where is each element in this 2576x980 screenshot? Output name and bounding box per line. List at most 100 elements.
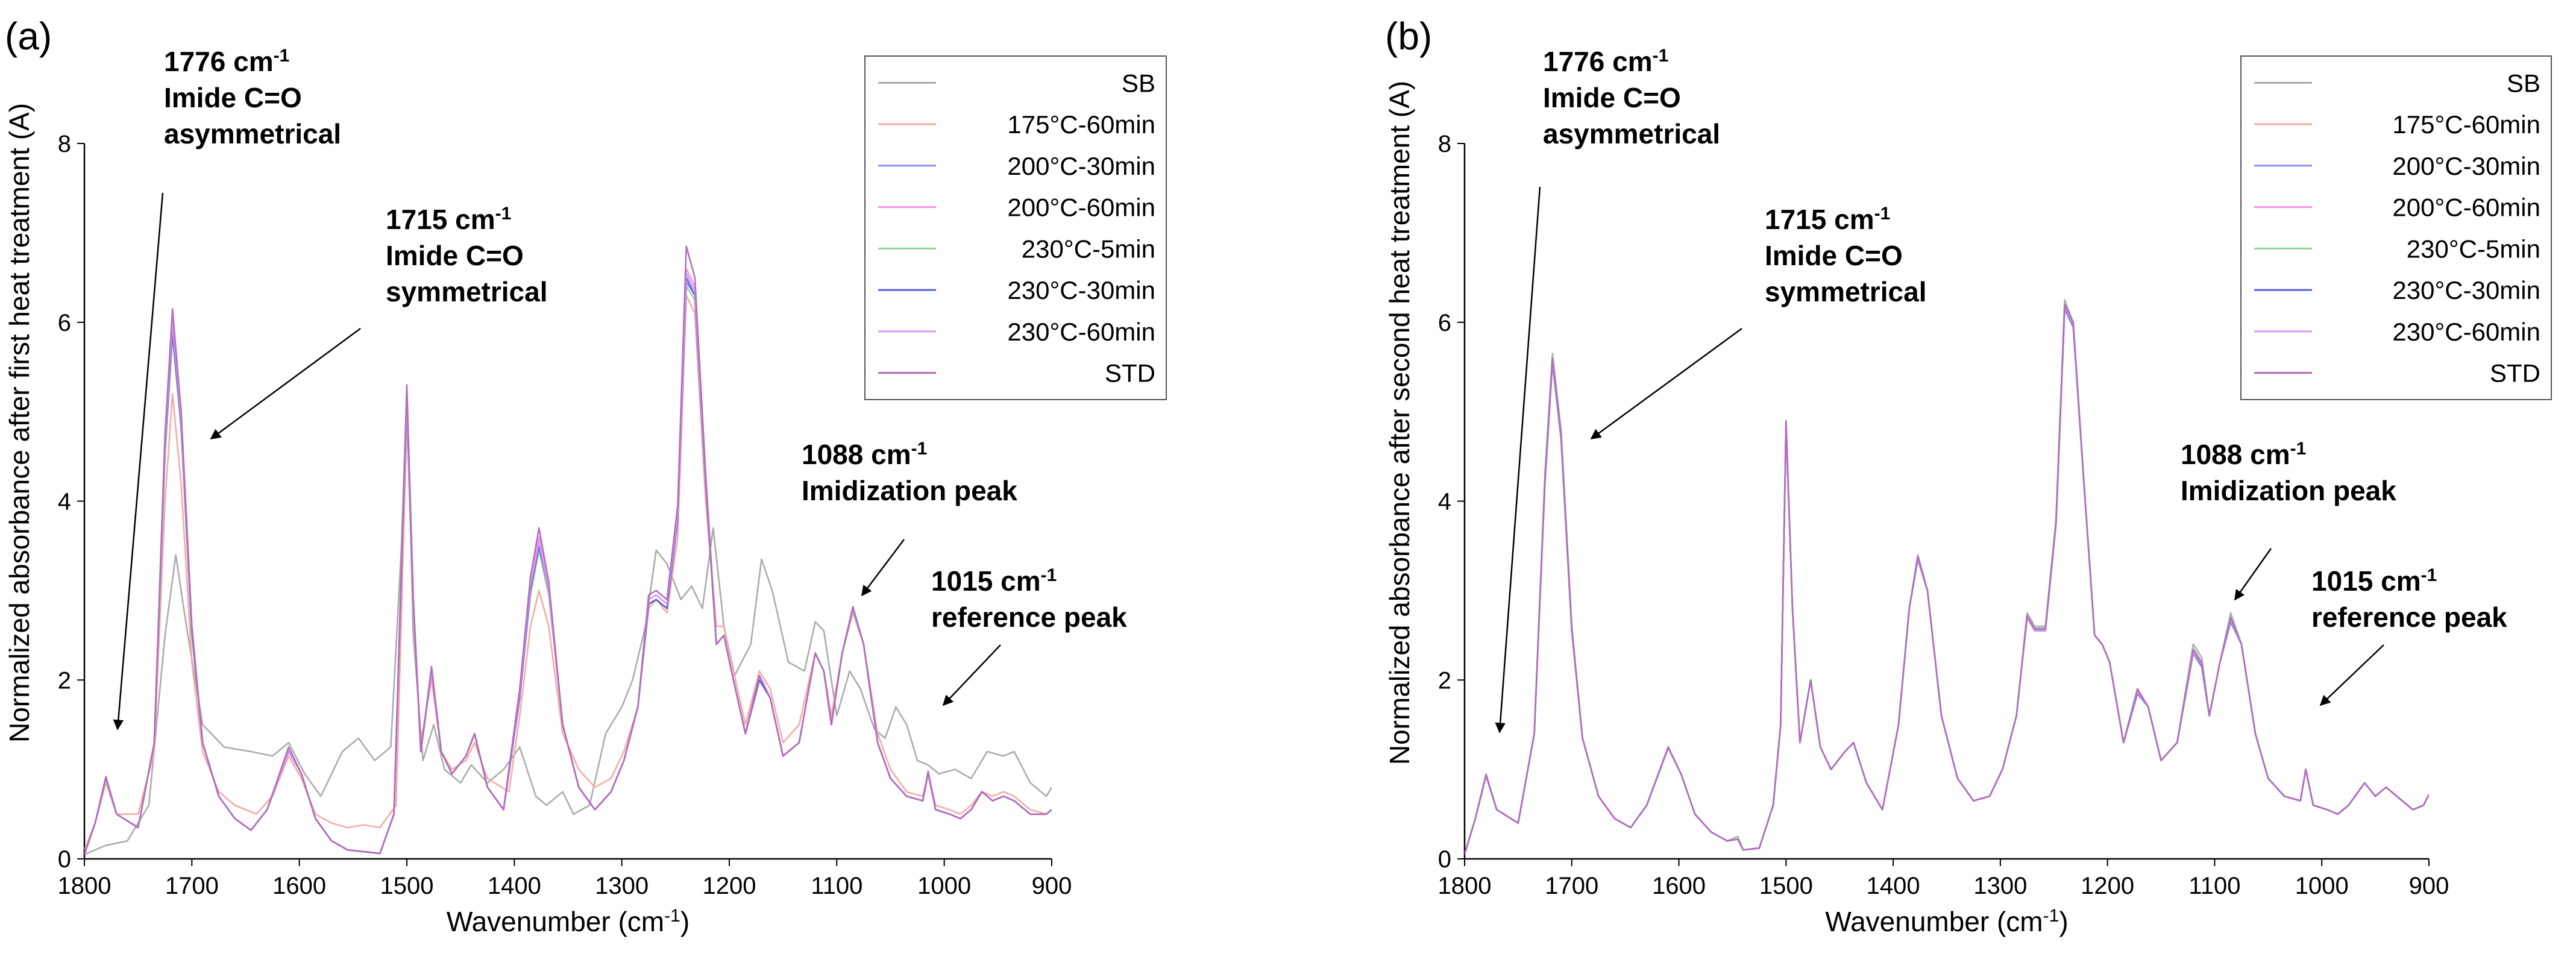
- annotation-text: 1715 cm-1 Imide C=O symmetrical: [1765, 204, 1927, 308]
- annotation-arrow: [861, 539, 905, 597]
- y-tick-label: 0: [58, 846, 71, 873]
- x-tick-label: 1000: [2295, 873, 2349, 899]
- y-tick-label: 0: [1438, 846, 1451, 873]
- annotation-text-line: reference peak: [931, 602, 1127, 633]
- y-tick-label: 6: [58, 310, 71, 336]
- y-axis-label: Normalized absorbance after second heat …: [1384, 81, 1415, 765]
- annotation-text-line: 1715 cm-1: [386, 204, 511, 236]
- superscript: -1: [1041, 565, 1057, 585]
- legend-entry: 230°C-60min: [2392, 318, 2540, 346]
- y-tick-label: 2: [58, 667, 71, 694]
- series-group: [1465, 299, 2429, 855]
- annotation-arrow: [1590, 327, 1742, 440]
- x-tick-label: 1500: [380, 873, 434, 899]
- superscript: -1: [664, 906, 680, 926]
- annotation-text-line: Imide C=O: [1765, 240, 1903, 271]
- superscript: -1: [911, 439, 928, 459]
- annotation-text: 1776 cm-1 Imide C=O asymmetrical: [164, 46, 341, 150]
- annotation-text-line: symmetrical: [1765, 276, 1927, 307]
- annotation: 1776 cm-1 Imide C=O asymmetrical: [113, 46, 341, 730]
- x-tick-label: 1400: [488, 873, 541, 899]
- series-line-std: [1465, 303, 2429, 855]
- x-tick-label: 900: [2409, 873, 2449, 899]
- y-tick-label: 6: [1438, 310, 1451, 336]
- legend-entry: 200°C-60min: [1007, 193, 1155, 222]
- annotation-text: 1015 cm-1 reference peak: [931, 565, 1127, 633]
- annotation-text: 1015 cm-1 reference peak: [2311, 565, 2507, 633]
- legend: SB 175°C-60min 200°C-30min 200°C-60min 230°C…: [864, 55, 1167, 400]
- legend-entry: SB: [2507, 69, 2540, 97]
- annotation-text-line: 1776 cm-1: [1543, 46, 1668, 78]
- annotation-text-line: symmetrical: [386, 276, 548, 307]
- annotation: 1715 cm-1 Imide C=O symmetrical: [1590, 204, 1927, 440]
- annotation-arrow: [210, 327, 361, 440]
- annotation-text: 1715 cm-1 Imide C=O symmetrical: [386, 204, 548, 308]
- annotation-text-line: 1088 cm-1: [2181, 439, 2306, 471]
- annotation-text-line: 1715 cm-1: [1765, 204, 1890, 236]
- annotation: 1776 cm-1 Imide C=O asymmetrical: [1495, 46, 1720, 733]
- superscript: -1: [2421, 565, 2437, 585]
- x-tick-label: 900: [1032, 873, 1072, 899]
- y-axis-label: Normalized absorbance after first heat t…: [4, 103, 35, 743]
- superscript: -1: [274, 46, 290, 66]
- legend: SB 175°C-60min 200°C-30min 200°C-60min 230°C…: [2240, 55, 2552, 400]
- annotation-text-line: Imide C=O: [1543, 82, 1681, 113]
- annotation-text-line: 1015 cm-1: [931, 565, 1057, 597]
- legend-entry: 200°C-30min: [1007, 152, 1155, 180]
- legend-entry: 200°C-60min: [2392, 193, 2540, 222]
- annotation: 1715 cm-1 Imide C=O symmetrical: [210, 204, 548, 440]
- annotation-text-line: Imidization peak: [2181, 475, 2396, 506]
- x-tick-label: 1800: [58, 873, 112, 899]
- x-tick-label: 1700: [1545, 873, 1598, 899]
- x-tick-label: 1600: [272, 873, 326, 899]
- annotation-text-line: 1088 cm-1: [802, 439, 927, 471]
- annotation: 1088 cm-1 Imidization peak: [802, 439, 1017, 597]
- annotation-text: 1088 cm-1 Imidization peak: [802, 439, 1017, 507]
- series-line-175-c-60min: [84, 294, 1052, 850]
- y-tick-label: 4: [1438, 489, 1451, 515]
- annotation-text-line: reference peak: [2311, 602, 2507, 633]
- x-tick-label: 1700: [165, 873, 219, 899]
- legend-entry: 230°C-30min: [1007, 276, 1155, 304]
- annotation: 1015 cm-1 reference peak: [2311, 565, 2507, 706]
- annotation-arrow: [942, 644, 1001, 706]
- x-axis-label: Wavenumber (cm-1): [447, 906, 690, 938]
- series-line-std: [84, 245, 1052, 855]
- annotation-text-line: Imide C=O: [164, 82, 302, 113]
- legend-entry: 230°C-60min: [1007, 318, 1155, 346]
- y-tick-label: 8: [58, 131, 71, 157]
- y-tick-label: 8: [1438, 131, 1451, 157]
- x-axis-label: Wavenumber (cm-1): [1825, 906, 2068, 938]
- x-tick-label: 1400: [1867, 873, 1920, 899]
- legend-entry: 175°C-60min: [2392, 110, 2540, 139]
- annotation-text-line: 1776 cm-1: [164, 46, 289, 78]
- annotation-text: 1088 cm-1 Imidization peak: [2181, 439, 2396, 507]
- superscript: -1: [1653, 46, 1669, 66]
- legend-entry: SB: [1122, 69, 1155, 97]
- legend-box: [2240, 55, 2552, 400]
- panel-b: (b) 1800 1700 1600 1500 1400 1300 1200 1100 1000 9…: [1384, 14, 2552, 938]
- x-tick-label: 1100: [811, 873, 862, 899]
- annotation: 1015 cm-1 reference peak: [931, 565, 1127, 706]
- x-tick-label: 1800: [1438, 873, 1492, 899]
- series-line-sb: [84, 393, 1052, 855]
- x-tick-label: 1300: [1973, 873, 2027, 899]
- annotation-arrow: [113, 192, 164, 730]
- annotation-arrow: [2319, 644, 2384, 706]
- x-tick-label: 1300: [595, 873, 649, 899]
- legend-entry: 200°C-30min: [2392, 152, 2540, 180]
- x-tick-label: 1000: [917, 873, 971, 899]
- annotation-text-line: 1015 cm-1: [2311, 565, 2437, 597]
- x-tick-label: 1200: [703, 873, 756, 899]
- annotation-arrow: [2234, 548, 2272, 601]
- annotation-text: 1776 cm-1 Imide C=O asymmetrical: [1543, 46, 1720, 150]
- annotation-text-line: asymmetrical: [164, 118, 341, 149]
- legend-entry: 175°C-60min: [1007, 110, 1155, 139]
- annotation-text-line: asymmetrical: [1543, 118, 1720, 149]
- superscript: -1: [495, 204, 512, 224]
- y-tick-label: 4: [58, 489, 71, 515]
- panel-a: (a) 1800 1700 1600 1500 1400 1300 1200 1100 1000 9…: [4, 14, 1167, 938]
- legend-entry: 230°C-30min: [2392, 276, 2540, 304]
- x-tick-label: 1200: [2081, 873, 2134, 899]
